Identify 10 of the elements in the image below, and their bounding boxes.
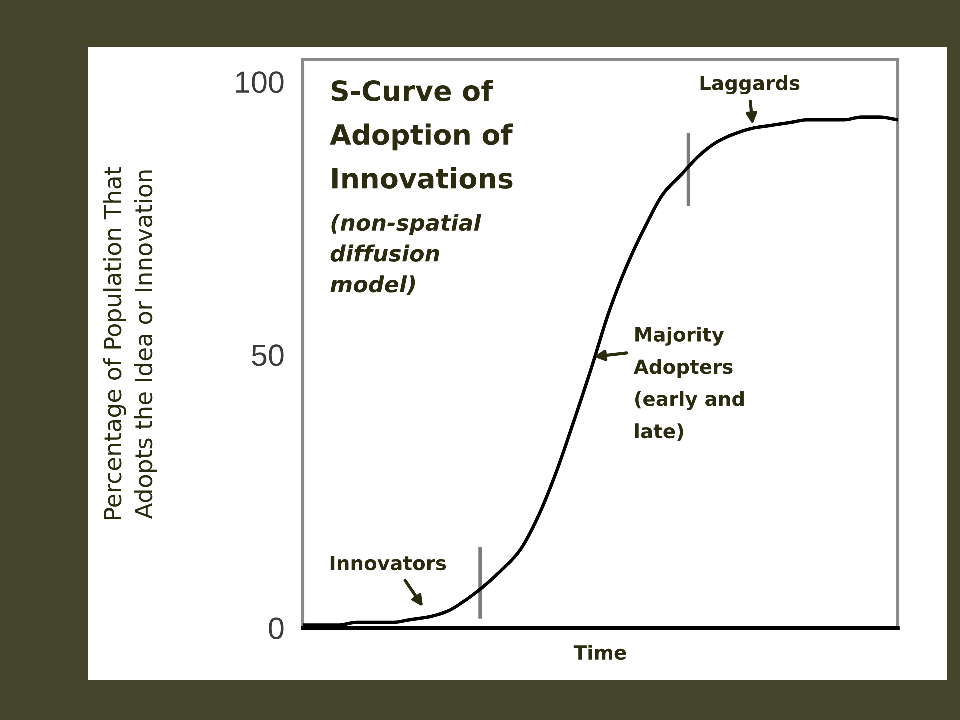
text: (non-spatial diffusion model) bbox=[330, 214, 482, 296]
y-tick-label: 50 bbox=[252, 344, 284, 366]
y-tick-label: 100 bbox=[236, 72, 284, 94]
annotation: Majority Adopters (early and late) bbox=[634, 326, 744, 441]
text: S-Curve of Adoption of Innovations bbox=[330, 80, 514, 190]
y-axis-title: Percentage of Population That Adopts the Idea or Innovation bbox=[103, 166, 158, 520]
x-axis-title: Time bbox=[574, 645, 626, 660]
annotation: Laggards bbox=[700, 76, 800, 94]
annotation: Innovators bbox=[330, 556, 446, 571]
y-tick-label: 0 bbox=[269, 618, 284, 640]
